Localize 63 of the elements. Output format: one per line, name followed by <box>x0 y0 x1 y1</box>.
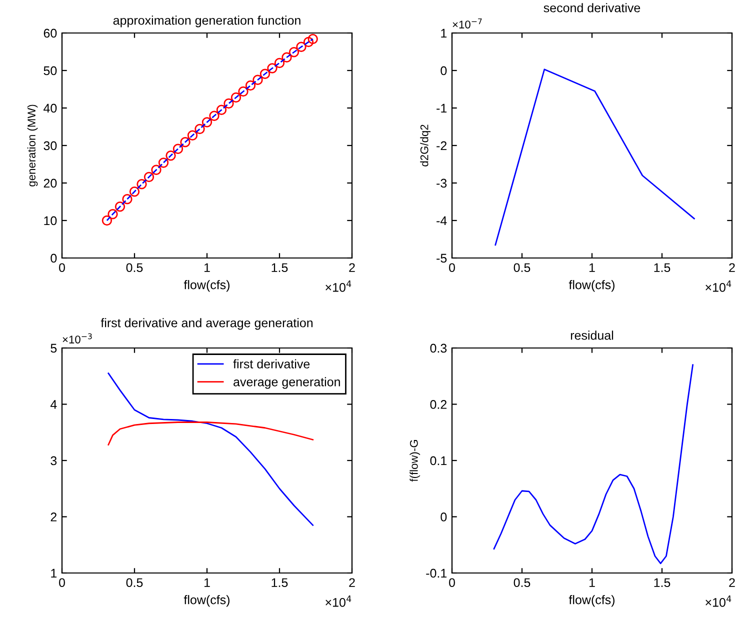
x-tick-label: 1.5 <box>654 263 670 272</box>
x-tick-label: 0.5 <box>514 263 530 272</box>
y-tick-label: 0.3 <box>430 344 447 353</box>
chart-title: residual <box>570 330 614 340</box>
legend-label: average generation <box>234 377 340 389</box>
y-tick-label: 1 <box>51 568 57 578</box>
x-tick-label: 0 <box>449 263 455 272</box>
x-tick-label: 1 <box>589 578 595 587</box>
y-tick-label: 10 <box>44 216 57 226</box>
x-tick-label: 1.5 <box>654 578 670 588</box>
text: ×10$^{−7}$ <box>452 18 482 28</box>
x-axis-title: flow(cfs) <box>568 280 614 292</box>
x-axis-title: flow(cfs) <box>184 595 230 607</box>
chart-title: second derivative <box>544 3 640 12</box>
y-axis-title: f(flow)-G <box>410 440 420 482</box>
x-tick-label: 0 <box>59 263 65 272</box>
y-tick-label: -5 <box>436 254 447 263</box>
y-tick-label: 0 <box>440 66 447 76</box>
x-tick-label: 1.5 <box>272 263 288 272</box>
y-tick-label: 4 <box>50 400 57 409</box>
y-tick-label: 0 <box>50 254 57 263</box>
x-tick-label: 0.5 <box>126 263 143 272</box>
x-axis-title: flow(cfs) <box>184 280 230 292</box>
x-tick-label: 0.5 <box>126 578 143 588</box>
x-tick-label: 0.5 <box>514 578 530 588</box>
text: ×10$^{4}$ <box>326 596 352 607</box>
text: ×10$^{−3}$ <box>62 333 92 344</box>
text: ×10$^{4}$ <box>706 280 732 292</box>
y-tick-label: 60 <box>44 28 57 38</box>
y-tick-label: 2 <box>50 512 57 522</box>
x-tick-label: 2 <box>349 578 355 587</box>
x-tick-label: 0 <box>59 578 65 588</box>
y-tick-label: 0 <box>440 512 447 522</box>
y-tick-label: -0.1 <box>426 568 447 578</box>
legend-label: first derivative <box>233 359 310 368</box>
text: ×10$^{4}$ <box>706 596 732 607</box>
y-axis-title: generation (MW) <box>27 104 38 186</box>
y-tick-label: 40 <box>44 104 57 113</box>
y-tick-label: -2 <box>436 141 447 150</box>
chart-title: first derivative and average generation <box>100 318 313 330</box>
y-tick-label: 50 <box>44 66 57 76</box>
y-tick-label: 20 <box>44 178 57 188</box>
chart-title: approximation generation function <box>113 16 300 28</box>
y-tick-label: 30 <box>44 141 57 150</box>
x-tick-label: 1 <box>204 578 210 587</box>
y-tick-label: -1 <box>436 104 447 113</box>
x-tick-label: 2 <box>729 578 735 587</box>
y-tick-label: 3 <box>50 456 57 466</box>
x-tick-label: 1 <box>204 263 210 272</box>
x-tick-label: 2 <box>729 263 735 272</box>
x-tick-label: 0 <box>449 578 455 588</box>
y-tick-label: -4 <box>436 216 447 226</box>
x-tick-label: 1 <box>589 263 595 272</box>
x-tick-label: 2 <box>349 263 355 272</box>
x-tick-label: 1.5 <box>272 578 288 588</box>
y-tick-label: 0.2 <box>430 400 447 409</box>
y-axis-title: d2G/dq2 <box>420 124 430 166</box>
y-tick-label: -3 <box>436 178 447 188</box>
y-tick-label: 1 <box>441 28 447 38</box>
x-axis-title: flow(cfs) <box>568 595 614 607</box>
text: ×10$^{4}$ <box>326 280 352 292</box>
y-tick-label: 0.1 <box>430 456 447 466</box>
y-tick-label: 5 <box>50 344 57 353</box>
